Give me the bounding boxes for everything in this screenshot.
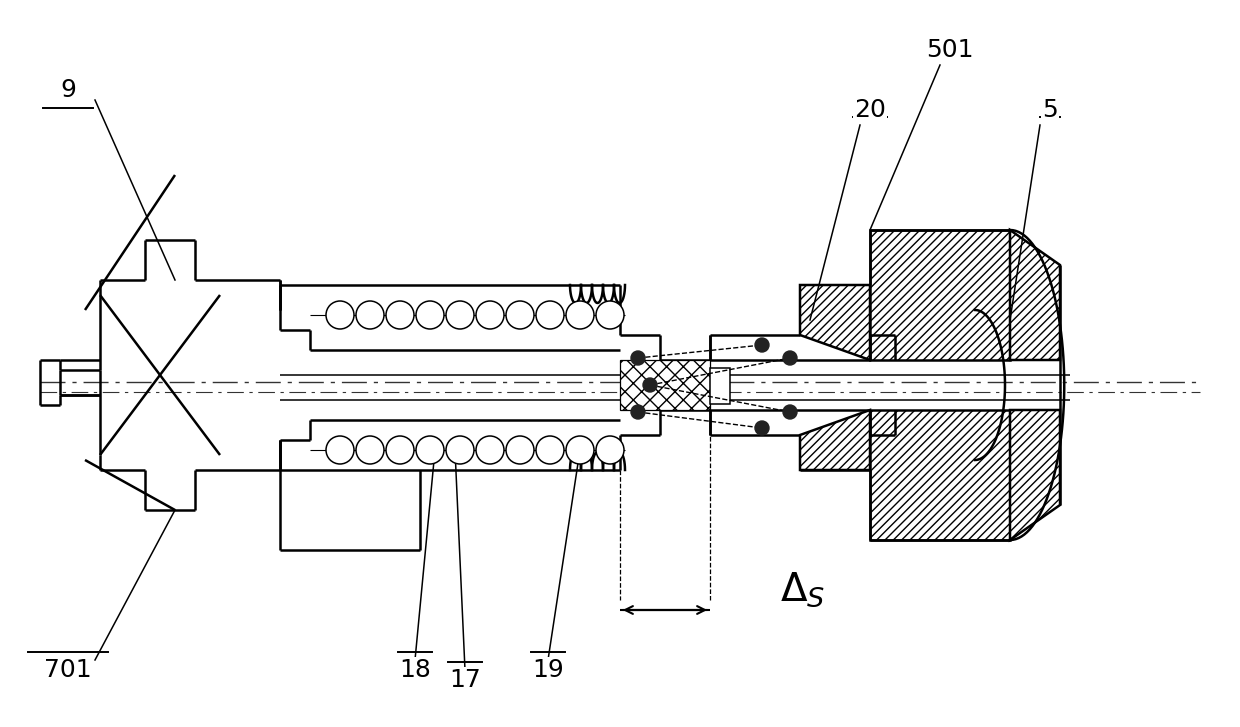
Circle shape xyxy=(506,301,534,329)
Polygon shape xyxy=(800,285,870,360)
Circle shape xyxy=(386,301,414,329)
Text: 18: 18 xyxy=(399,658,432,682)
Circle shape xyxy=(476,301,503,329)
Text: 19: 19 xyxy=(532,658,564,682)
Circle shape xyxy=(596,301,624,329)
Text: 9: 9 xyxy=(60,78,76,102)
Polygon shape xyxy=(800,410,870,470)
Polygon shape xyxy=(1011,410,1060,540)
Circle shape xyxy=(415,301,444,329)
Circle shape xyxy=(596,436,624,464)
Circle shape xyxy=(631,351,645,365)
Circle shape xyxy=(536,436,564,464)
Polygon shape xyxy=(1011,230,1060,360)
Text: 701: 701 xyxy=(45,658,92,682)
Polygon shape xyxy=(870,230,1011,360)
Circle shape xyxy=(782,405,797,419)
Circle shape xyxy=(782,351,797,365)
Circle shape xyxy=(356,436,384,464)
Circle shape xyxy=(356,301,384,329)
Circle shape xyxy=(415,436,444,464)
Circle shape xyxy=(565,301,594,329)
Bar xyxy=(620,360,711,410)
Text: 17: 17 xyxy=(449,668,481,692)
Circle shape xyxy=(506,436,534,464)
Bar xyxy=(711,368,730,404)
Text: 501: 501 xyxy=(926,38,973,62)
Text: 20: 20 xyxy=(854,98,885,122)
Circle shape xyxy=(386,436,414,464)
Circle shape xyxy=(755,421,769,435)
Circle shape xyxy=(326,301,353,329)
Circle shape xyxy=(631,405,645,419)
Polygon shape xyxy=(870,410,1011,540)
Circle shape xyxy=(644,378,657,392)
Circle shape xyxy=(755,338,769,352)
Circle shape xyxy=(326,436,353,464)
Circle shape xyxy=(476,436,503,464)
Circle shape xyxy=(565,436,594,464)
Circle shape xyxy=(446,301,474,329)
Text: 5: 5 xyxy=(1042,98,1058,122)
Text: $\Delta_S$: $\Delta_S$ xyxy=(780,571,826,609)
Circle shape xyxy=(536,301,564,329)
Circle shape xyxy=(446,436,474,464)
